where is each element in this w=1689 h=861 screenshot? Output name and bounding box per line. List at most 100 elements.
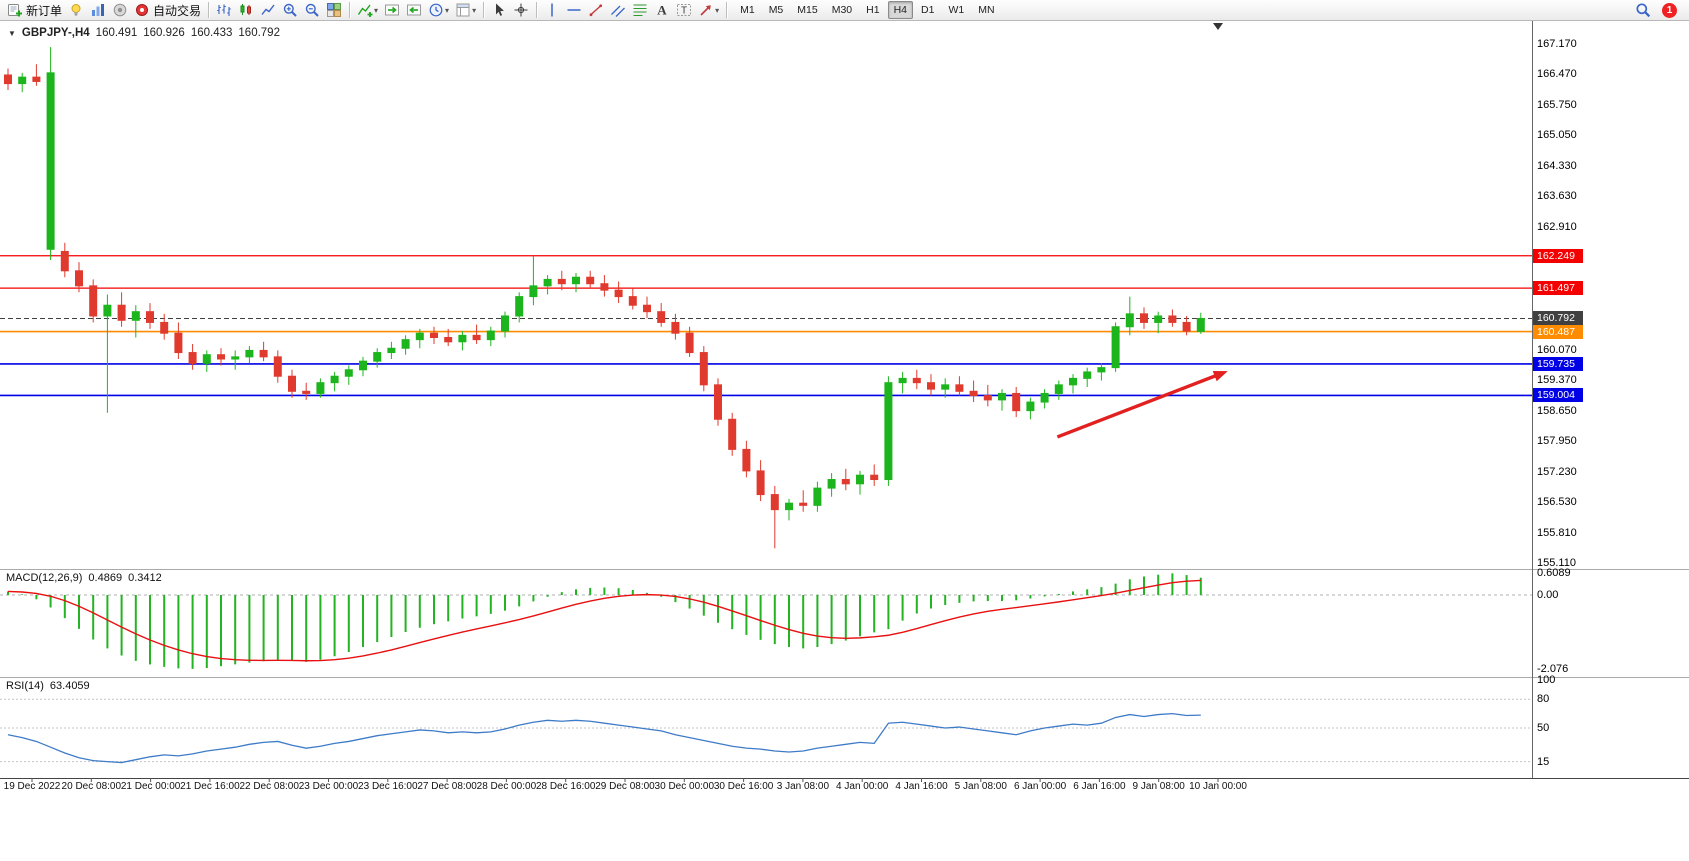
candle — [1182, 315, 1191, 336]
candle — [444, 328, 453, 347]
price-axis-tick: 157.230 — [1537, 465, 1577, 478]
zoom-out-icon — [305, 3, 319, 17]
candle — [770, 485, 779, 549]
candle — [1125, 296, 1134, 336]
channel-tool-button[interactable] — [607, 1, 629, 20]
price-axis-tick: 155.810 — [1537, 526, 1577, 539]
candlestick-mode-button[interactable] — [235, 1, 257, 20]
time-axis-label: 21 Dec 16:00 — [180, 781, 240, 792]
shapes-tool-button[interactable]: ▾ — [695, 1, 722, 20]
one-click-trading-expand-icon[interactable]: ▼ — [8, 28, 16, 38]
sounds-button[interactable] — [109, 1, 131, 20]
ideas-button[interactable] — [65, 1, 87, 20]
candle — [373, 348, 382, 368]
candle — [1069, 374, 1077, 394]
new-order-button[interactable]: 新订单 — [4, 1, 65, 20]
crosshair-button[interactable] — [510, 1, 532, 20]
timeframe-m15-button[interactable]: M15 — [797, 4, 818, 16]
periods-button[interactable]: ▾ — [425, 1, 452, 20]
time-axis-label: 5 Jan 08:00 — [954, 781, 1007, 792]
market-depth-button[interactable] — [87, 1, 109, 20]
candle — [657, 303, 666, 327]
chart-shift-marker-icon[interactable] — [1213, 23, 1223, 30]
candle — [685, 326, 694, 357]
price-tag-160.487: 160.487 — [1533, 324, 1583, 339]
auto-trading-label: 自动交易 — [153, 3, 202, 18]
timeframe-m5-button[interactable]: M5 — [768, 4, 784, 16]
macd-main-value: 0.4869 — [88, 572, 123, 584]
toolbar: 新订单 自动交易 ▾ ▾ ▾ A T ▾ M1 M5 M15 M30 H1 H4 D1 W1 MN 1 — [0, 0, 1689, 21]
auto-scroll-button[interactable] — [381, 1, 403, 20]
candle — [586, 270, 595, 289]
price-tag-159.735: 159.735 — [1533, 356, 1583, 371]
templates-button[interactable]: ▾ — [452, 1, 479, 20]
candle — [359, 356, 367, 377]
zoom-out-button[interactable] — [301, 1, 323, 20]
indicators-button[interactable]: ▾ — [354, 1, 381, 20]
time-axis-label: 3 Jan 08:00 — [776, 781, 830, 792]
candle — [259, 341, 268, 362]
candle — [288, 369, 296, 398]
tile-windows-button[interactable] — [323, 1, 345, 20]
candle — [756, 460, 765, 502]
bar-chart-mode-button[interactable] — [213, 1, 235, 20]
rsi-axis-tick: 15 — [1537, 755, 1550, 768]
timeframe-m30-button[interactable]: M30 — [831, 4, 853, 16]
chart-shift-button[interactable] — [403, 1, 425, 20]
timeframe-w1-button[interactable]: W1 — [948, 4, 965, 16]
candle — [955, 376, 964, 396]
candle — [799, 490, 808, 512]
horizontal-line-tool-button[interactable] — [563, 1, 585, 20]
text-tool-button[interactable]: A — [651, 1, 673, 20]
chart-close-value: 160.792 — [238, 27, 280, 39]
fibonacci-tool-button[interactable] — [629, 1, 651, 20]
candles-group — [4, 47, 1205, 549]
price-axis-tick: 155.110 — [1537, 557, 1576, 569]
timeframe-m1-button[interactable]: M1 — [740, 4, 755, 16]
candle — [344, 365, 353, 385]
candle — [785, 498, 793, 521]
timeframe-d1-button[interactable]: D1 — [921, 4, 935, 16]
label-tool-button[interactable]: T — [673, 1, 695, 20]
rsi-line — [7, 712, 1201, 764]
trendline-tool-button[interactable] — [585, 1, 607, 20]
candle — [486, 326, 495, 347]
candle — [231, 350, 240, 370]
candle — [273, 350, 282, 383]
candle — [330, 371, 339, 392]
new-order-icon — [8, 4, 22, 17]
trend-arrow-annotation[interactable] — [1056, 370, 1228, 439]
price-tag-160.792: 160.792 — [1533, 311, 1583, 326]
time-axis-label: 27 Dec 08:00 — [417, 781, 477, 792]
timeframe-mn-button[interactable]: MN — [978, 4, 995, 16]
candle — [4, 68, 12, 91]
candle — [430, 326, 438, 344]
candle — [572, 272, 580, 293]
price-axis-tick: 163.630 — [1537, 190, 1577, 203]
candle — [699, 346, 708, 392]
candle — [217, 348, 225, 366]
candle — [1140, 307, 1148, 329]
auto-trading-button[interactable]: 自动交易 — [131, 1, 204, 20]
chart-title: ▼ GBPJPY-,H4 160.491 160.926 160.433 160… — [8, 27, 280, 39]
candle — [998, 389, 1006, 411]
timeframe-h4-button[interactable]: H4 — [887, 1, 914, 19]
candle — [387, 341, 396, 360]
zoom-in-button[interactable] — [279, 1, 301, 20]
cursor-button[interactable] — [488, 1, 510, 20]
vertical-line-tool-button[interactable] — [541, 1, 563, 20]
candle — [742, 440, 751, 478]
price-axis-tick: 157.950 — [1537, 434, 1577, 447]
sounds-icon — [113, 3, 127, 17]
timeframe-h1-button[interactable]: H1 — [866, 4, 880, 16]
notification-badge[interactable]: 1 — [1662, 2, 1677, 18]
search-button[interactable] — [1632, 1, 1654, 20]
line-chart-mode-button[interactable] — [257, 1, 279, 20]
rsi-value: 63.4059 — [49, 680, 90, 692]
candle — [146, 303, 154, 329]
macd-axis-tick: 0.6089 — [1537, 567, 1571, 580]
line-chart-mode-icon — [261, 4, 275, 15]
auto-scroll-icon — [385, 4, 400, 16]
